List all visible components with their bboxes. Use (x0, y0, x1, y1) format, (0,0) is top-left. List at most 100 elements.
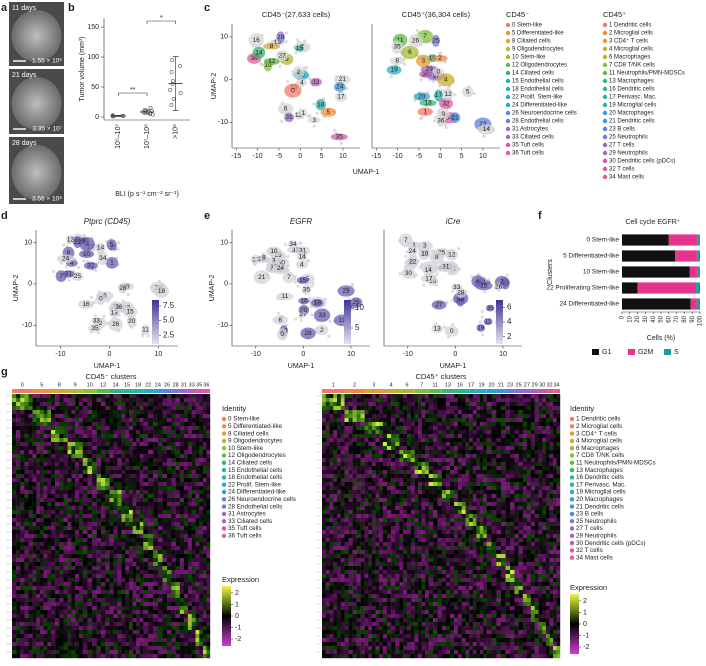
heatmap-cell (96, 634, 102, 639)
heatmap-cell (179, 510, 185, 515)
heatmap-cell (20, 446, 25, 451)
heatmap-cell (322, 582, 326, 587)
heatmap-cell (96, 566, 102, 571)
heatmap-cell (157, 542, 163, 547)
heatmap-cell (50, 558, 56, 563)
heatmap-cell (322, 610, 326, 615)
cluster-strip (132, 389, 144, 393)
heatmap-cell (82, 606, 88, 611)
heatmap-cell (117, 410, 122, 415)
heatmap-cell (187, 594, 192, 599)
heatmap-cell (139, 446, 144, 451)
heatmap-cell (28, 466, 33, 471)
heatmap-cell (36, 574, 41, 579)
heatmap-cell (183, 654, 189, 659)
cluster-label: 36 (347, 304, 355, 311)
heatmap-cell (132, 466, 137, 471)
heatmap-cell (47, 418, 52, 423)
heatmap-cell (187, 394, 192, 399)
heatmap-cell (82, 506, 88, 511)
heatmap-cell (329, 578, 334, 583)
heatmap-cell (28, 522, 33, 527)
heatmap-cell (136, 566, 140, 571)
panel-letter: e (204, 210, 210, 222)
heatmap-cell (47, 526, 52, 531)
heatmap-cell (82, 474, 88, 479)
heatmap-cell (50, 614, 56, 619)
heatmap-cell (337, 598, 341, 603)
heatmap-cell (39, 642, 44, 647)
heatmap-cell (121, 434, 126, 439)
heatmap-cell (50, 542, 56, 547)
heatmap-cell (92, 526, 97, 531)
heatmap-cell (78, 574, 83, 579)
heatmap-cell (75, 522, 80, 527)
heatmap-cell (195, 402, 200, 407)
cluster-label: 8 (270, 43, 274, 50)
cluster-blob (461, 86, 474, 98)
heatmap-cell (50, 418, 56, 423)
heatmap-cell (117, 638, 122, 643)
heatmap-cell (325, 590, 330, 595)
legend-swatch (602, 118, 608, 124)
heatmap-cell (20, 430, 25, 435)
heatmap-cell (202, 610, 207, 615)
heatmap-cell (12, 530, 17, 535)
heatmap-cell (117, 394, 122, 399)
heatmap-cell (39, 422, 44, 427)
heatmap-cell (136, 438, 140, 443)
heatmap-cell (206, 542, 211, 547)
heatmap-cell (24, 554, 29, 559)
heatmap-cell (71, 550, 76, 555)
heatmap-cell (105, 466, 110, 471)
heatmap-cell (337, 574, 341, 579)
cluster-label: 14 (255, 49, 263, 56)
heatmap-cell (148, 418, 154, 423)
heatmap-cell (322, 402, 326, 407)
heatmap-cell (12, 470, 17, 475)
cluster-label: 17 (435, 92, 443, 99)
data-point (170, 58, 175, 62)
heatmap-cell (157, 618, 163, 623)
heatmap-cell (329, 458, 334, 463)
heatmap-cell (50, 562, 56, 567)
heatmap-cell (39, 618, 44, 623)
heatmap-cell (63, 626, 68, 631)
heatmap-cell (36, 490, 41, 495)
heatmap-cell (333, 514, 338, 519)
heatmap-cell (340, 618, 345, 623)
heatmap-cell (24, 398, 29, 403)
heatmap-cell (16, 634, 21, 639)
heatmap-cell (82, 526, 88, 531)
heatmap-cell (356, 506, 361, 511)
heatmap-cell (329, 502, 334, 507)
heatmap-cell (109, 482, 114, 487)
heatmap-cell (20, 598, 25, 603)
column-label: 18 (135, 382, 141, 388)
heatmap-cell (63, 530, 68, 535)
heatmap-cell (157, 426, 163, 431)
heatmap-cell (75, 458, 80, 463)
heatmap-cell (202, 418, 207, 423)
heatmap-cell (117, 498, 122, 503)
heatmap-cell (125, 486, 130, 491)
heatmap-cell (75, 474, 80, 479)
heatmap-cell (143, 434, 149, 439)
cluster-blob (122, 306, 138, 318)
cluster-label: 14 (425, 267, 433, 274)
heatmap-cell (191, 574, 196, 579)
heatmap-cell (63, 630, 68, 635)
cluster-blob (420, 250, 429, 258)
heatmap-cell (82, 622, 88, 627)
heatmap-cell (109, 646, 114, 651)
heatmap-cell (187, 610, 192, 615)
heatmap-cell (344, 514, 349, 519)
heatmap-cell (143, 446, 149, 451)
heatmap-cell (153, 406, 159, 411)
heatmap-cell (16, 466, 21, 471)
heatmap-cell (59, 522, 64, 527)
heatmap-cell (105, 546, 110, 551)
heatmap-cell (195, 602, 200, 607)
heatmap-cell (139, 394, 144, 399)
significance-label: ** (130, 87, 136, 94)
